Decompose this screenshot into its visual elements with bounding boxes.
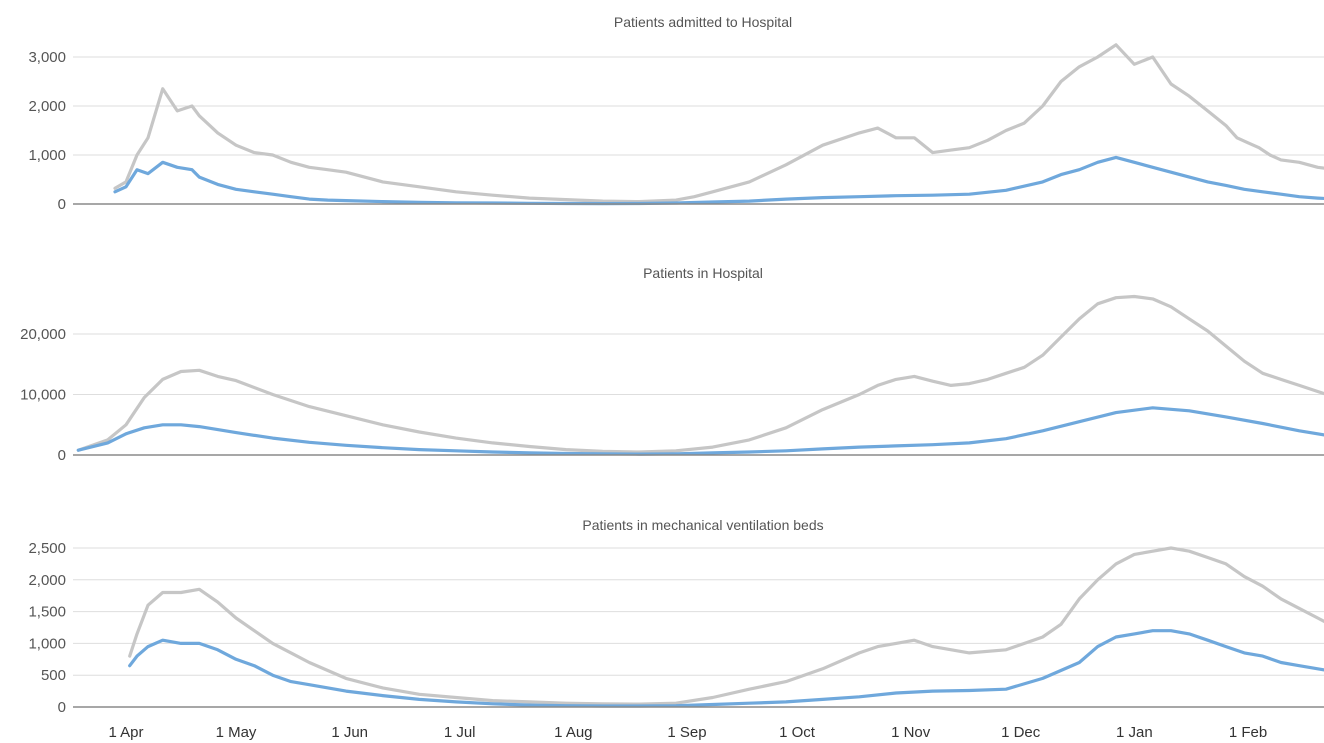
panel-title-in-hospital: Patients in Hospital	[643, 265, 763, 281]
y-tick-label: 2,500	[28, 540, 66, 557]
series-line-grey	[113, 43, 1324, 204]
panel-admitted: Patients admitted to Hospital	[614, 14, 792, 30]
panel-in-hospital: Patients in Hospital	[643, 265, 763, 281]
y-tick-label: 0	[58, 447, 66, 464]
y-tick-label: 0	[58, 196, 66, 213]
x-tick-label: 1 Oct	[779, 724, 816, 741]
y-tick-label: 1,000	[28, 635, 66, 652]
x-tick-label: 1 Aug	[554, 724, 592, 741]
y-tick-label: 500	[41, 667, 66, 684]
y-tick-label: 0	[58, 699, 66, 716]
y-tick-label: 2,000	[28, 98, 66, 115]
series-line-grey	[76, 294, 1324, 454]
y-tick-label: 3,000	[28, 49, 66, 66]
x-tick-label: 1 Feb	[1229, 724, 1267, 741]
x-tick-label: 1 Sep	[667, 724, 706, 741]
y-tick-label: 10,000	[20, 387, 66, 404]
x-axis: 1 Apr 1 May 1 Jun 1 Jul 1 Aug 1 Sep 1 Oct 1 Nov…	[108, 724, 1267, 741]
x-tick-label: 1 Dec	[1001, 724, 1041, 741]
x-tick-label: 1 Jun	[331, 724, 368, 741]
y-tick-label: 1,500	[28, 604, 66, 621]
y-tick-label: 2,000	[28, 572, 66, 589]
panel-title-admitted: Patients admitted to Hospital	[614, 14, 792, 30]
panel-ventilation: Patients in mechanical ventilation beds	[582, 517, 823, 533]
series-line-grey	[128, 546, 1324, 706]
x-tick-label: 1 Jul	[444, 724, 476, 741]
y-tick-label: 1,000	[28, 147, 66, 164]
x-tick-label: 1 Jan	[1116, 724, 1153, 741]
series-line-blue	[113, 155, 1324, 206]
series-line-blue	[76, 406, 1324, 456]
panel-title-ventilation: Patients in mechanical ventilation beds	[582, 517, 823, 533]
plot-layer: 0 1,000 2,000 3,000 0 10,000 20,000 0 500 1,000 1,…	[20, 43, 1324, 716]
series-line-blue	[128, 629, 1324, 708]
x-tick-label: 1 May	[216, 724, 257, 741]
x-tick-label: 1 Nov	[891, 724, 931, 741]
x-tick-label: 1 Apr	[108, 724, 143, 741]
y-tick-label: 20,000	[20, 326, 66, 343]
